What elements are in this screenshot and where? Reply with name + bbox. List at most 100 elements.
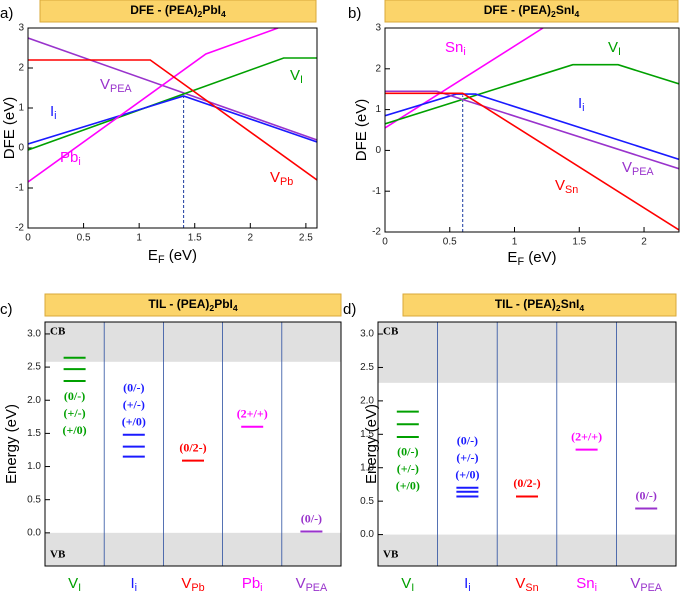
x-axis-label-part: F [517, 256, 524, 268]
series-label-part: Pb [60, 149, 78, 166]
series-label-part: V [270, 169, 280, 186]
title-banner [39, 0, 317, 23]
y-tick-label: -1 [15, 183, 24, 194]
column-label: Ii [131, 575, 138, 594]
level-label: (2+/+) [237, 407, 268, 421]
series-label: VI [608, 39, 621, 58]
panel-letter: d) [343, 301, 356, 318]
title-banner [402, 293, 677, 317]
y-tick-label: 0.0 [360, 529, 374, 540]
column-label-part: i [260, 582, 262, 594]
chart-title-part: 4 [221, 9, 226, 19]
chart-title-part: 4 [233, 303, 238, 313]
y-tick-label: 1.5 [360, 429, 374, 440]
chart-title-part: PbI [202, 3, 221, 17]
panel-letter: c) [0, 301, 13, 318]
y-axis-label: Energy (eV) [3, 404, 20, 484]
level-label: (+/-) [456, 451, 478, 465]
level-label: (0/-) [397, 445, 418, 459]
y-tick-label: 3 [375, 23, 381, 34]
column-label-part: I [411, 582, 414, 594]
chart-title-part: SnI [556, 3, 575, 17]
column-label: Sni [576, 575, 597, 594]
y-tick-label: 2.0 [27, 395, 41, 406]
series-line [385, 92, 679, 231]
series-label-part: i [463, 46, 465, 58]
level-label: (+/-) [123, 397, 145, 411]
y-axis-label-part: Energy (eV) [3, 404, 20, 484]
x-axis-label: EF (eV) [507, 249, 556, 268]
series-label: Sni [445, 39, 466, 58]
x-axis-label-part: F [158, 254, 165, 266]
series-line [385, 90, 679, 170]
chart-title-part: DFE - (PEA) [484, 3, 551, 17]
series-label-part: V [100, 76, 110, 93]
y-axis-label-part: DFE (eV) [1, 97, 18, 160]
series-label-part: i [54, 110, 56, 122]
y-tick-label: -2 [15, 223, 24, 234]
x-tick-label: 0 [382, 237, 388, 248]
level-label: (+/-) [397, 462, 419, 476]
column-label-part: Pb [242, 575, 260, 592]
series-label-part: I [50, 103, 54, 120]
series-line [385, 93, 679, 161]
series-label: VSn [555, 177, 578, 196]
column-label-part: I [131, 575, 135, 592]
valence-band [378, 534, 676, 566]
column-label-part: Pb [191, 582, 204, 594]
level-label: (0/-) [636, 488, 657, 502]
vb-label: VB [383, 549, 399, 561]
series-label-part: Pb [280, 176, 293, 188]
column-label-part: V [515, 575, 525, 592]
x-axis-label-part: E [148, 247, 158, 264]
level-label: (+/-) [64, 406, 86, 420]
x-tick-label: 0.5 [443, 237, 457, 248]
column-label: Pbi [242, 575, 263, 594]
conduction-band [378, 322, 676, 383]
x-axis-label-part: (eV) [524, 249, 557, 266]
y-tick-label: 2 [18, 63, 24, 74]
y-tick-label: 3.0 [360, 329, 374, 340]
column-label-part: V [68, 575, 78, 592]
x-tick-label: 1.5 [572, 237, 586, 248]
x-tick-label: 1.5 [188, 233, 202, 244]
y-tick-label: -1 [372, 186, 381, 197]
series-label: VPb [270, 169, 293, 188]
chart-title-part: SnI [561, 297, 580, 311]
x-tick-label: 0 [25, 233, 31, 244]
series-line [385, 28, 544, 129]
y-tick-label: 2.5 [27, 362, 41, 373]
series-label-part: V [608, 39, 618, 56]
x-tick-label: 1 [512, 237, 518, 248]
column-label-part: i [135, 582, 137, 594]
level-label: (0/-) [123, 380, 144, 394]
column-label: VPb [181, 575, 204, 594]
column-label-part: V [630, 575, 640, 592]
series-label-part: I [578, 95, 582, 112]
plot-frame [377, 321, 677, 567]
y-tick-label: 1 [375, 104, 381, 115]
series-label-part: i [582, 102, 584, 114]
column-label: VPEA [296, 575, 328, 594]
chart-title: DFE - (PEA)2SnI4 [484, 3, 580, 19]
plot-frame [44, 321, 342, 567]
level-label: (2+/+) [571, 429, 602, 443]
series-label-part: V [290, 67, 300, 84]
chart-title-part: DFE - (PEA) [130, 3, 197, 17]
column-label: VI [401, 575, 414, 594]
chart-title-part: TIL - (PEA) [148, 297, 209, 311]
chart-title: TIL - (PEA)2PbI4 [148, 297, 238, 313]
valence-band [45, 532, 341, 566]
series-label-part: V [555, 177, 565, 194]
series-label-part: V [622, 159, 632, 176]
y-axis-label-part: DFE (eV) [353, 99, 370, 162]
conduction-band [45, 322, 341, 362]
x-tick-label: 2 [641, 237, 647, 248]
chart-title-part: 2 [551, 9, 556, 19]
chart-title-part: 2 [209, 303, 214, 313]
level-label: (+/0) [63, 423, 87, 437]
column-label-part: PEA [306, 582, 328, 594]
x-tick-label: 2.5 [299, 233, 313, 244]
y-axis-label: DFE (eV) [1, 97, 18, 160]
